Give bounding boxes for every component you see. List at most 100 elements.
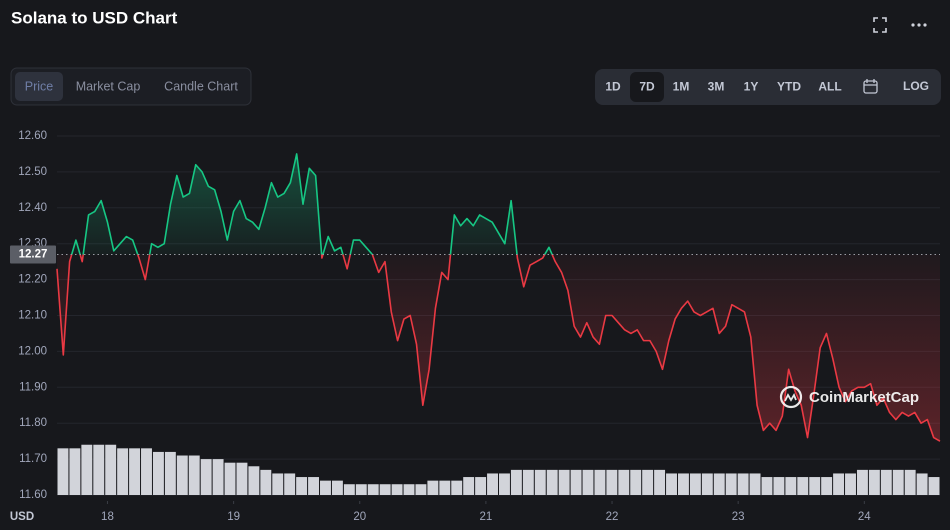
watermark-text: CoinMarketCap — [809, 389, 919, 406]
range-button[interactable]: ALL — [818, 80, 841, 94]
volume-bar — [845, 473, 856, 495]
x-tick-label: 18 — [101, 511, 114, 523]
fullscreen-icon — [873, 17, 887, 33]
range-label: 7D — [639, 80, 655, 94]
volume-bar — [272, 473, 284, 495]
volume-bar — [928, 477, 940, 495]
range-button[interactable]: 1D — [605, 80, 621, 94]
volume-bar — [654, 469, 666, 495]
volume-bar — [833, 473, 845, 495]
volume-bar — [212, 459, 224, 495]
range-label: 3M — [708, 80, 725, 94]
volume-bar — [737, 473, 749, 495]
x-tick-label: 20 — [353, 511, 366, 523]
range-button[interactable]: YTD — [777, 80, 801, 94]
volume-bar — [164, 451, 176, 495]
dot — [923, 23, 927, 27]
range-label: ALL — [818, 80, 841, 94]
volume-bar — [749, 473, 761, 495]
volume-bar — [224, 462, 236, 495]
volume-bar — [522, 469, 534, 495]
volume-bar — [69, 448, 81, 495]
volume-bar — [141, 448, 152, 495]
volume-bar — [701, 473, 713, 495]
volume-bar — [236, 462, 248, 495]
volume-bar — [367, 484, 379, 495]
y-tick-label: 11.60 — [19, 489, 47, 501]
volume-bar — [81, 444, 93, 495]
range-button[interactable]: 1Y — [744, 80, 759, 94]
volume-bar — [761, 477, 773, 495]
volume-bar — [176, 455, 188, 495]
baseline-label-bg — [10, 245, 56, 264]
y-tick-label: 12.20 — [18, 274, 47, 286]
price-area — [57, 153, 940, 442]
volume-bar — [880, 469, 892, 495]
volume-bar — [296, 477, 308, 495]
volume-bar — [308, 477, 320, 495]
volume-bar — [379, 484, 391, 495]
tab[interactable]: Price — [15, 72, 63, 101]
y-tick-label: 11.80 — [19, 417, 47, 429]
volume-bar — [630, 469, 642, 495]
fullscreen-button[interactable] — [873, 17, 887, 33]
volume-bar — [451, 480, 463, 495]
price-line — [56, 153, 941, 442]
calendar-icon-detail — [864, 79, 877, 86]
range-group — [595, 69, 941, 105]
y-tick-label: 12.10 — [18, 310, 47, 322]
volume-bar — [152, 451, 164, 495]
tab-label: Price — [25, 79, 54, 93]
plot-area: 11.6011.7011.8011.9012.0012.1012.2012.30… — [10, 130, 941, 523]
volume-bar — [534, 469, 546, 495]
volume-bar — [260, 469, 272, 495]
volume-bar — [487, 473, 498, 495]
volume-bar — [331, 480, 343, 495]
unit-label: USD — [10, 511, 34, 523]
range-active-bg — [630, 72, 664, 102]
volume-bar — [904, 469, 916, 495]
watermark: CoinMarketCap — [779, 385, 919, 409]
log-button[interactable]: LOG — [903, 79, 929, 93]
tab[interactable]: Market Cap — [76, 79, 141, 93]
baseline-label: 12.27 — [19, 249, 48, 261]
watermark-logo-wave — [784, 392, 797, 402]
tab-label: Market Cap — [76, 79, 141, 93]
log-label: LOG — [903, 79, 929, 93]
volume-bar — [618, 469, 630, 495]
volume-bar — [582, 469, 594, 495]
range-label: 1Y — [744, 80, 759, 94]
volume-bar — [713, 473, 725, 495]
tab[interactable]: Candle Chart — [164, 79, 238, 93]
volume-bar — [546, 469, 558, 495]
range-button[interactable]: 7D — [630, 72, 664, 102]
y-tick-label: 12.60 — [18, 130, 47, 142]
range-button[interactable]: 1M — [673, 80, 690, 94]
volume-bar — [284, 473, 296, 495]
volume-bar — [320, 480, 331, 495]
range-label: 1D — [605, 80, 621, 94]
volume-bar — [570, 469, 582, 495]
x-tick-label: 21 — [479, 511, 492, 523]
y-tick-label: 11.90 — [19, 381, 47, 393]
volume-bar — [463, 477, 475, 495]
calendar-icon — [863, 80, 878, 94]
volume-bar — [117, 448, 129, 495]
volume-bar — [427, 480, 439, 495]
range-label: YTD — [777, 80, 801, 94]
chart-title: Solana to USD Chart — [11, 8, 178, 27]
volume-bar — [689, 473, 701, 495]
volume-bar — [510, 469, 522, 495]
volume-bar — [105, 444, 117, 495]
range-button[interactable]: 3M — [708, 80, 725, 94]
watermark-logo — [779, 385, 803, 409]
more-button[interactable] — [911, 23, 927, 27]
volume-bar — [391, 484, 403, 495]
volume-bar — [606, 469, 618, 495]
volume-bar — [642, 469, 654, 495]
calendar-button[interactable] — [863, 79, 878, 94]
x-tick-label: 22 — [606, 511, 619, 523]
volume-bar — [821, 477, 833, 495]
